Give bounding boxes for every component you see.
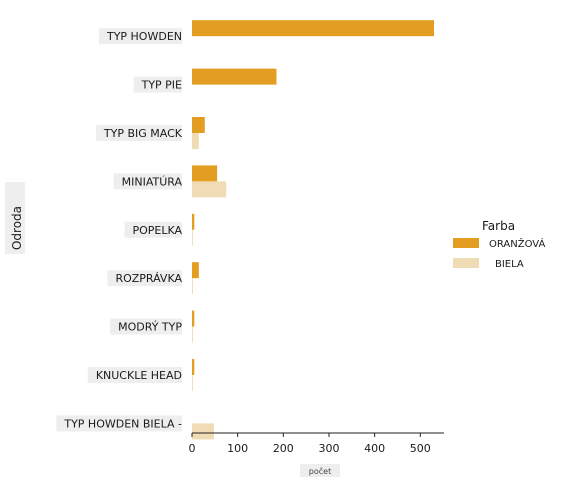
category-label-4: POPELKA <box>132 224 182 237</box>
bar-biela-2 <box>192 133 199 149</box>
bars-group <box>192 20 434 440</box>
category-label-background-1 <box>133 76 182 93</box>
category-label-background-4 <box>124 221 182 238</box>
legend-label-biela: BIELA <box>495 259 524 270</box>
bar-biela-3 <box>192 181 227 198</box>
bar-oranzova-2 <box>192 117 205 133</box>
bar-oranzova-3 <box>192 165 218 182</box>
x-tick-label-2: 200 <box>273 442 294 455</box>
bar-oranzova-4 <box>192 213 195 230</box>
x-tick-label-4: 400 <box>364 442 385 455</box>
bar-oranzova-7 <box>192 359 195 375</box>
category-label-background-6 <box>110 318 182 335</box>
category-label-background-7 <box>87 367 182 383</box>
category-label-2: TYP BIG MACK <box>103 127 183 140</box>
bar-biela-5 <box>192 278 193 295</box>
bar-oranzova-6 <box>192 310 195 327</box>
category-label-background-2 <box>95 125 182 141</box>
category-label-0: TYP HOWDEN <box>106 30 182 43</box>
legend-title: Farba <box>482 219 515 233</box>
category-label-background-5 <box>107 270 182 287</box>
x-axis-title-background <box>300 464 340 477</box>
x-axis-title-group: počet <box>300 464 340 477</box>
category-label-background-8 <box>56 415 182 432</box>
bar-biela-7 <box>192 375 193 391</box>
x-axis-title: počet <box>309 466 331 476</box>
category-label-7: KNUCKLE HEAD <box>96 369 182 382</box>
x-ticks-group: 0 100 200 300 400 500 <box>189 433 431 455</box>
bar-oranzova-1 <box>192 68 277 85</box>
y-axis-title-group: Odroda <box>5 182 25 254</box>
legend-items: ORANŽOVÁ BIELA <box>453 237 545 270</box>
y-axis-title: Odroda <box>10 206 24 250</box>
bar-oranzova-5 <box>192 262 199 279</box>
category-label-5: ROZPRÁVKA <box>115 272 182 285</box>
bar-biela-8 <box>192 423 214 440</box>
category-label-6: MODRÝ TYP <box>118 321 182 334</box>
legend-swatch-biela <box>453 258 479 268</box>
legend-label-oranzova: ORANŽOVÁ <box>489 237 545 250</box>
x-tick-label-3: 300 <box>318 442 339 455</box>
category-label-3: MINIATÚRA <box>122 175 183 188</box>
category-label-background-3 <box>113 173 182 190</box>
y-axis-title-background <box>5 182 25 254</box>
legend: Farba ORANŽOVÁ BIELA <box>453 219 545 270</box>
x-tick-label-1: 100 <box>227 442 248 455</box>
x-tick-label-5: 500 <box>410 442 431 455</box>
x-tick-label-0: 0 <box>189 442 196 455</box>
category-label-1: TYP PIE <box>141 79 182 92</box>
category-label-8: TYP HOWDEN BIELA - <box>63 417 182 430</box>
bar-biela-6 <box>192 326 193 343</box>
category-label-background-0 <box>98 28 182 45</box>
category-labels-group: TYP HOWDEN TYP PIE TYP BIG MACK MINIATÚRA PO… <box>56 28 183 432</box>
legend-swatch-oranzova <box>453 238 479 248</box>
bar-biela-4 <box>192 229 193 246</box>
bar-oranzova-0 <box>192 20 434 37</box>
